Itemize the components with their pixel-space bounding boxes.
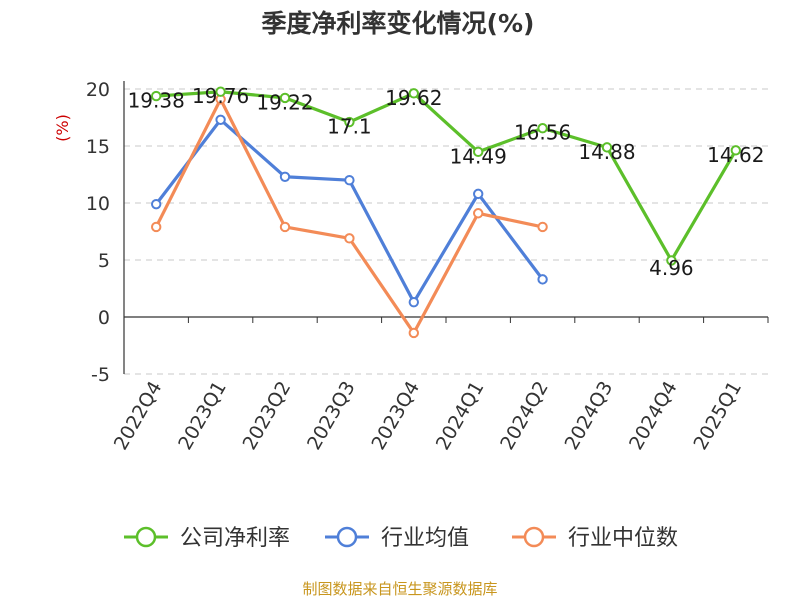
data-point [473, 146, 484, 158]
data-point [537, 123, 548, 134]
data-label: 14.62 [707, 143, 764, 167]
data-label: 14.88 [578, 140, 635, 164]
data-point [344, 233, 355, 244]
legend: 公司净利率 行业均值 行业中位数 [124, 526, 678, 551]
data-label: 19.38 [128, 89, 185, 113]
data-point [601, 142, 613, 153]
data-point [279, 221, 291, 233]
data-point [215, 86, 226, 97]
legend-swatch-marker [336, 526, 358, 548]
series-line [156, 90, 738, 263]
data-point [730, 145, 741, 156]
source-note: 制图数据来自恒生聚源数据库 [302, 580, 497, 598]
data-point [537, 274, 548, 285]
x-tick-label: 2024Q1 [432, 378, 489, 454]
data-label: 4.96 [649, 256, 694, 280]
legend-swatch-marker [135, 526, 157, 548]
data-label: 17.1 [327, 115, 372, 139]
y-tick-label: 10 [86, 193, 110, 215]
data-point [151, 90, 162, 102]
gridlines [124, 88, 768, 375]
y-tick-label: 20 [86, 79, 110, 101]
y-tick-label: 0 [98, 307, 110, 329]
x-tick-label: 2024Q4 [625, 378, 682, 454]
series-group [151, 86, 741, 339]
y-tick-label: -5 [91, 364, 110, 386]
data-point [408, 327, 419, 339]
x-tick-label: 2025Q1 [689, 378, 746, 454]
y-tick-label: 5 [98, 250, 110, 272]
data-label: 14.49 [450, 144, 507, 168]
x-tick-label: 2023Q4 [367, 378, 424, 454]
legend-label: 行业中位数 [568, 526, 678, 551]
data-point [344, 175, 355, 186]
x-tick-label: 2023Q2 [239, 378, 296, 454]
data-point [473, 208, 484, 219]
x-tick-label: 2023Q1 [174, 378, 231, 454]
data-point [473, 188, 484, 200]
data-label: 16.56 [514, 121, 571, 145]
data-point [666, 255, 677, 266]
x-tick-label: 2023Q3 [303, 378, 360, 454]
data-point [279, 92, 291, 104]
data-point [408, 88, 419, 99]
x-tick-label: 2022Q4 [110, 378, 167, 454]
data-labels: 19.38 19.76 19.22 17.1 19.62 14.49 16.56 14.88 4… [128, 84, 765, 280]
data-point [151, 198, 162, 210]
x-tick-label: 2024Q3 [561, 378, 618, 454]
y-tick-label: 15 [86, 136, 110, 158]
data-point [151, 221, 162, 233]
chart-title: 季度净利率变化情况(%) [262, 9, 535, 38]
data-point [344, 116, 355, 128]
data-label: 19.62 [385, 86, 442, 110]
data-label: 19.76 [192, 84, 249, 108]
data-label: 19.22 [256, 90, 313, 114]
legend-label: 行业均值 [381, 526, 469, 551]
data-point [279, 171, 291, 182]
legend-swatch-marker [523, 526, 545, 548]
data-point [215, 114, 226, 125]
y-axis-label: (%) [53, 114, 72, 142]
x-tick-label: 2024Q2 [496, 378, 553, 454]
data-point [408, 296, 419, 308]
data-point [537, 221, 548, 233]
legend-label: 公司净利率 [180, 526, 290, 551]
